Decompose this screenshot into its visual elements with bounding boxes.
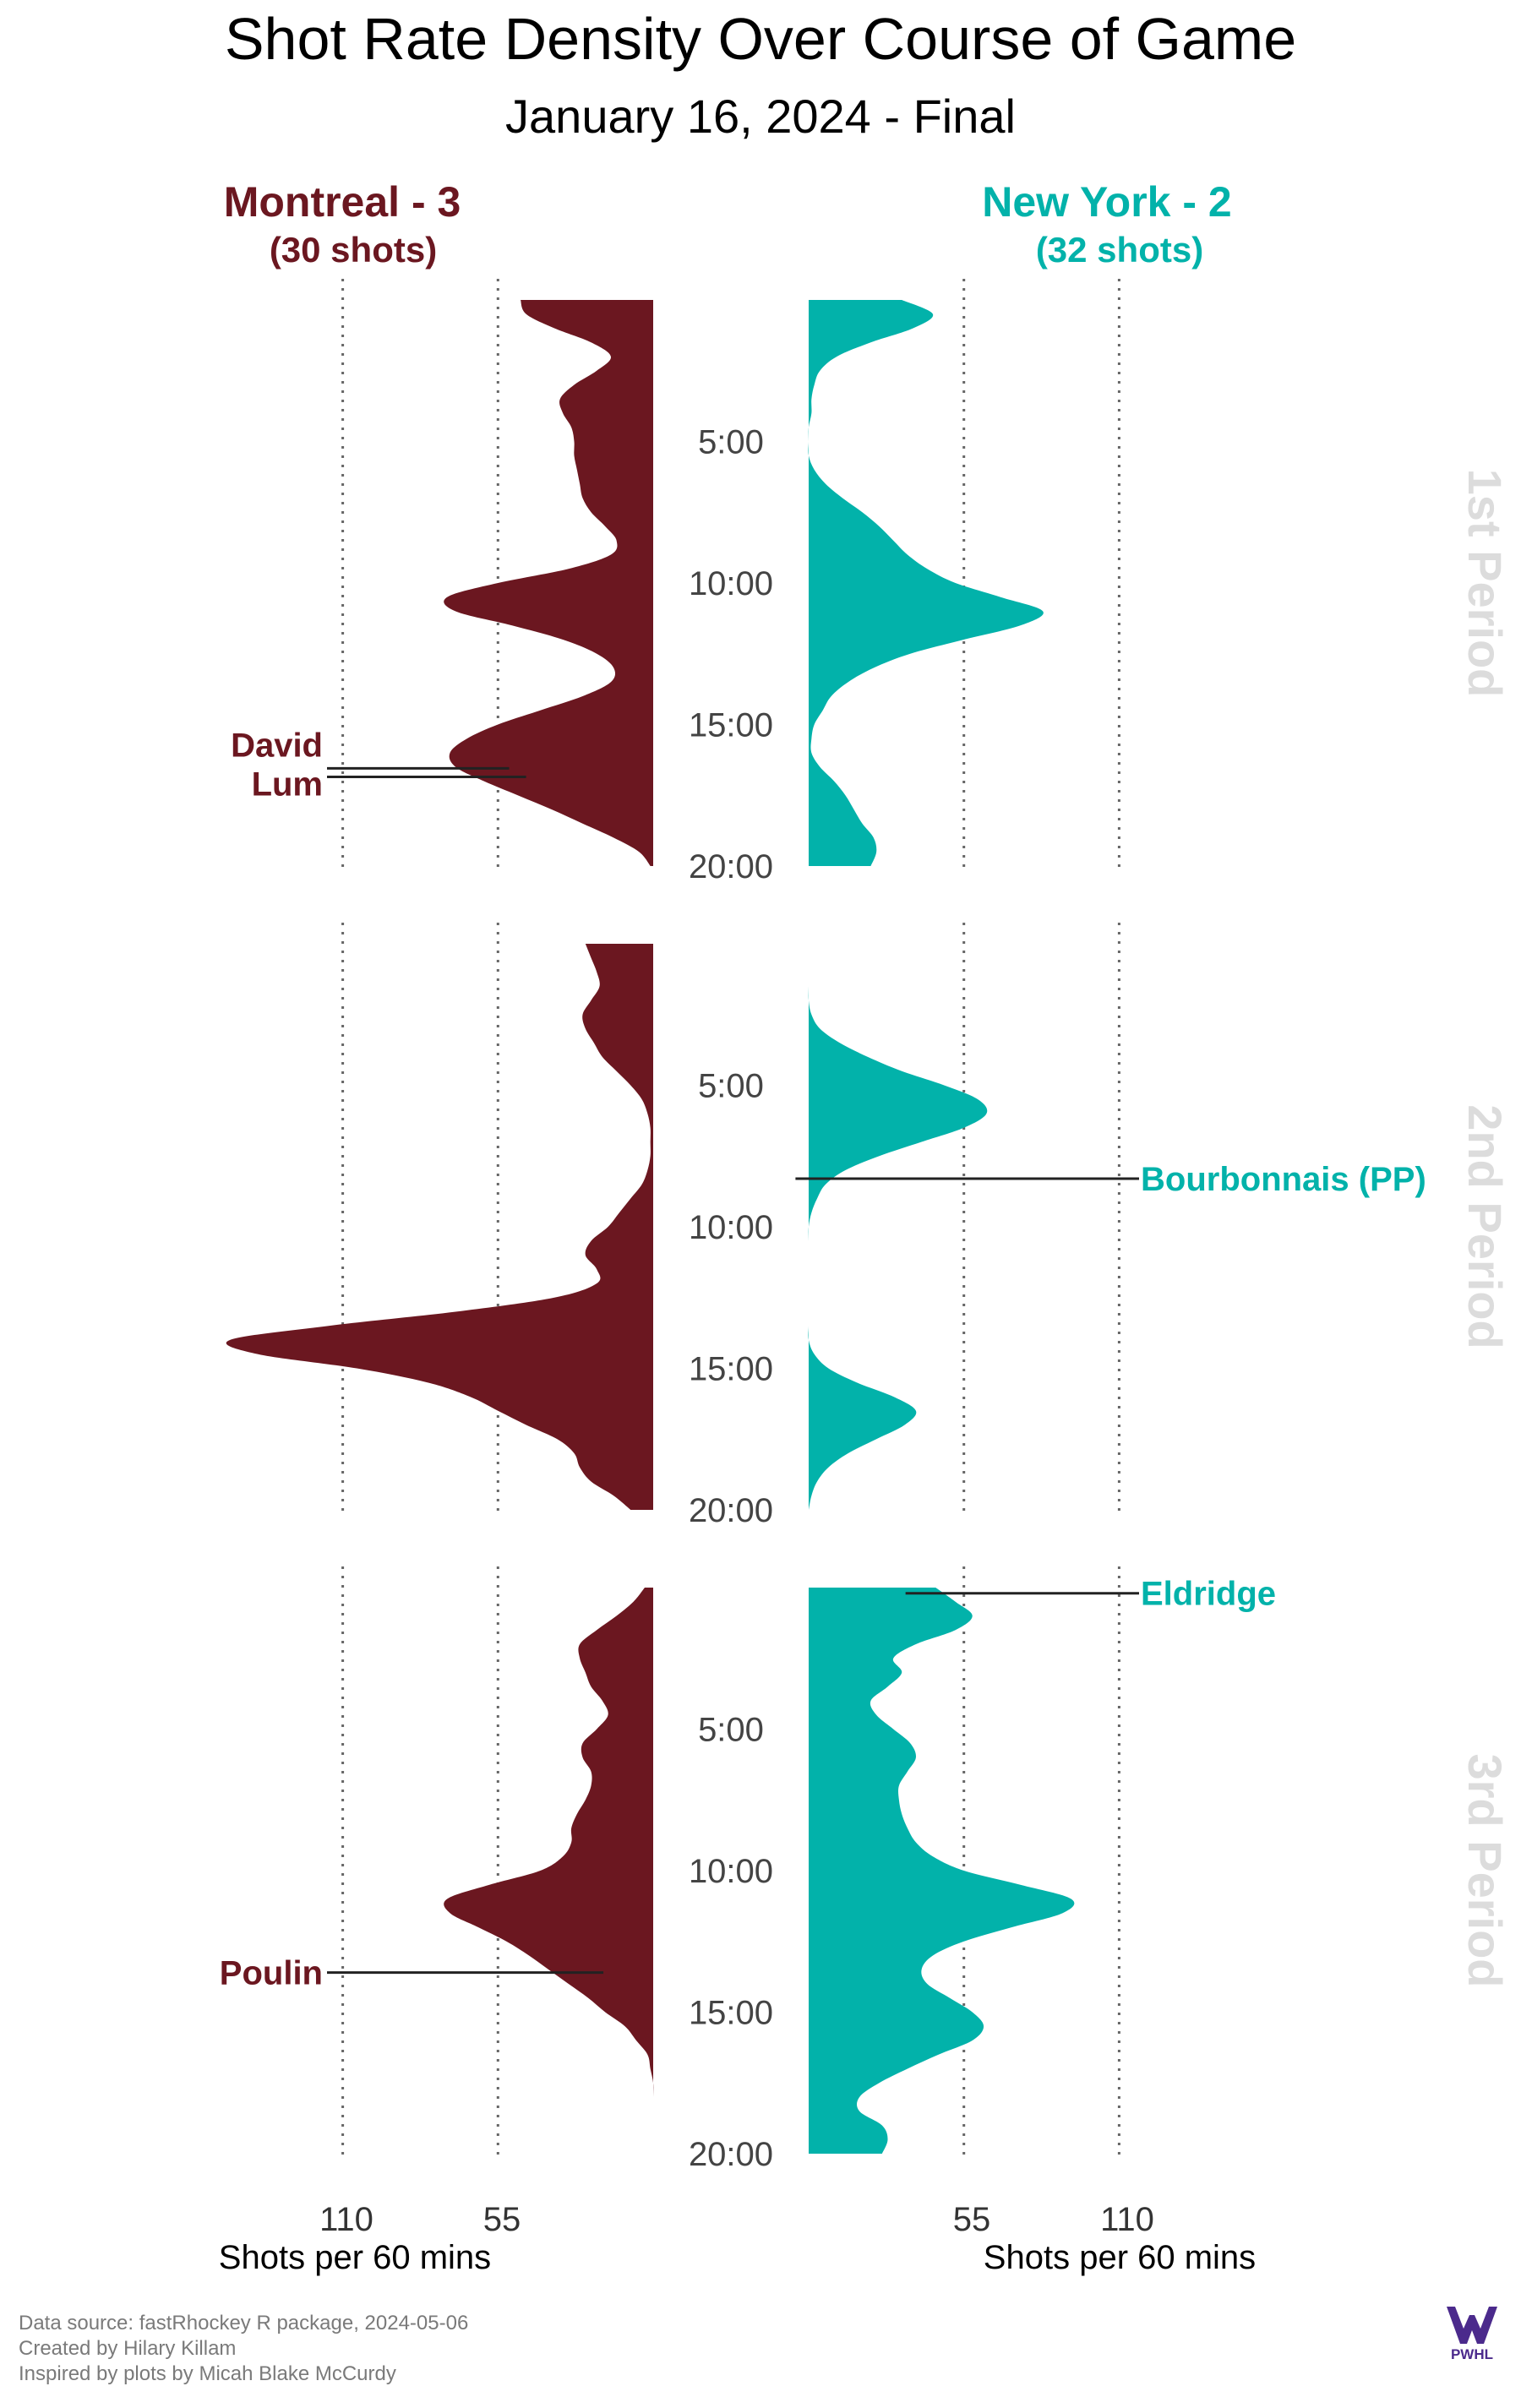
time-tick-p1-15-00: 15:00 xyxy=(689,707,773,744)
time-tick-p3-15-00: 15:00 xyxy=(689,1995,773,2032)
x-axis-title-right: Shots per 60 mins xyxy=(984,2239,1256,2276)
footer-data-source: Data source: fastRhockey R package, 2024… xyxy=(19,2312,469,2334)
goal-label-4: Eldridge xyxy=(1141,1576,1276,1613)
density-area-montreal-p2 xyxy=(226,944,653,1510)
pwhl-logo-mark xyxy=(1447,2307,1497,2344)
density-area-new-york-p2 xyxy=(808,944,988,1510)
density-areas xyxy=(226,300,1075,2154)
x-tick-right-110: 110 xyxy=(1100,2201,1154,2238)
x-tick-left-55: 55 xyxy=(483,2201,521,2238)
time-tick-p1-5-00: 5:00 xyxy=(698,424,764,461)
gridlines xyxy=(341,279,1120,2158)
goal-label-3: Bourbonnais (PP) xyxy=(1141,1161,1426,1198)
x-tick-left-110: 110 xyxy=(319,2201,373,2238)
goal-label-2: Lum xyxy=(252,765,323,803)
chart-subtitle: January 16, 2024 - Final xyxy=(505,90,1016,143)
density-area-new-york-p1 xyxy=(808,300,1044,866)
footer-created-by: Created by Hilary Killam xyxy=(19,2337,237,2360)
time-tick-p1-20-00: 20:00 xyxy=(689,848,773,885)
time-tick-p3-10-00: 10:00 xyxy=(689,1853,773,1890)
period-label-1: 1st Period xyxy=(1458,469,1512,698)
density-area-montreal-p3 xyxy=(444,1588,654,2154)
footer-inspired-by: Inspired by plots by Micah Blake McCurdy xyxy=(19,2362,396,2385)
time-tick-p3-20-00: 20:00 xyxy=(689,2136,773,2173)
pwhl-logo-text: PWHL xyxy=(1451,2346,1493,2362)
time-tick-p2-5-00: 5:00 xyxy=(698,1068,764,1105)
footer-credits: Data source: fastRhockey R package, 2024… xyxy=(19,2311,468,2387)
time-tick-p2-20-00: 20:00 xyxy=(689,1492,773,1529)
period-label-2: 2nd Period xyxy=(1458,1104,1512,1348)
time-tick-p1-10-00: 10:00 xyxy=(689,565,773,602)
goal-label-5: Poulin xyxy=(220,1955,323,1992)
density-area-new-york-p3 xyxy=(809,1588,1075,2154)
period-label-3: 3rd Period xyxy=(1458,1754,1512,1988)
team-name-montreal: Montreal - 3 xyxy=(224,178,461,226)
density-area-montreal-p1 xyxy=(444,300,653,866)
pwhl-logo: PWHL xyxy=(1447,2307,1497,2362)
goal-label-1: David xyxy=(231,727,323,764)
time-tick-p2-15-00: 15:00 xyxy=(689,1351,773,1388)
chart-title: Shot Rate Density Over Course of Game xyxy=(225,6,1296,72)
team-shots-new-york: (32 shots) xyxy=(1036,230,1203,270)
time-tick-p2-10-00: 10:00 xyxy=(689,1209,773,1246)
time-tick-p3-5-00: 5:00 xyxy=(698,1712,764,1749)
x-axis-title-left: Shots per 60 mins xyxy=(219,2239,491,2276)
time-and-period-labels: 5:00 10:00 15:00 20:00 1st Period 5:00 10:00 15… xyxy=(689,424,1512,2174)
team-name-new-york: New York - 2 xyxy=(982,178,1231,226)
x-tick-right-55: 55 xyxy=(953,2201,991,2238)
team-shots-montreal: (30 shots) xyxy=(270,230,437,270)
